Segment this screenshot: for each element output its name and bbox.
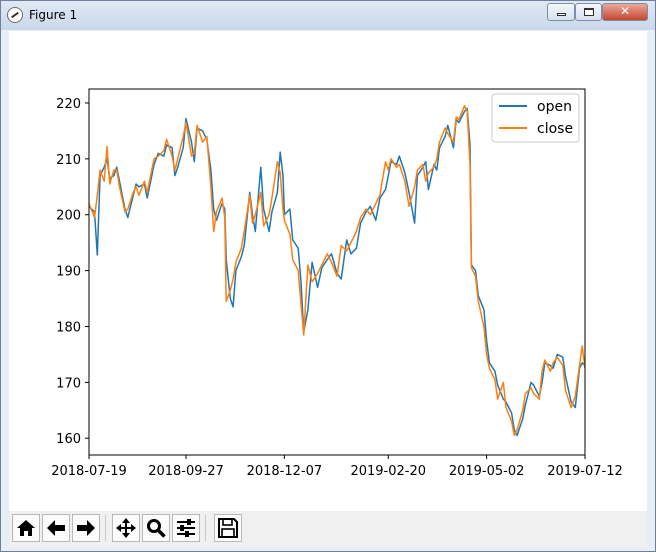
x-tick-label: 2018-12-07 — [247, 464, 323, 479]
legend-open-label: open — [537, 99, 572, 115]
title-bar[interactable]: Figure 1 — [1, 1, 655, 30]
legend-close-label: close — [537, 121, 573, 137]
x-tick-label: 2019-07-12 — [547, 464, 623, 479]
home-button[interactable] — [12, 514, 40, 542]
toolbar-separator — [105, 515, 106, 541]
x-tick-label: 2019-05-02 — [449, 464, 525, 479]
save-button[interactable] — [214, 514, 242, 542]
arrow-left-icon — [47, 520, 65, 536]
x-tick-label: 2019-02-20 — [350, 464, 426, 479]
y-tick-label: 180 — [56, 320, 81, 335]
minimize-button[interactable] — [547, 3, 575, 21]
y-tick-label: 190 — [56, 265, 81, 280]
floppy-disk-icon — [218, 518, 238, 538]
x-axis: 2018-07-19 2018-09-27 2018-12-07 2019-02-20… — [51, 455, 623, 479]
sliders-icon — [177, 519, 195, 537]
series-line-open — [88, 107, 586, 437]
magnifier-icon — [147, 519, 166, 538]
arrow-right-icon — [77, 520, 95, 536]
move-icon — [116, 518, 136, 538]
x-tick-label: 2018-09-27 — [148, 464, 224, 479]
close-button[interactable] — [602, 3, 648, 21]
navigation-toolbar — [9, 511, 647, 547]
y-tick-label: 220 — [56, 97, 81, 112]
toolbar-separator — [205, 515, 206, 541]
home-icon — [17, 520, 35, 536]
y-tick-label: 210 — [56, 153, 81, 168]
y-axis: 160 170 180 190 200 210 220 — [56, 97, 89, 447]
y-tick-label: 160 — [56, 432, 81, 447]
figure-canvas[interactable]: 160 170 180 190 200 210 220 2018-07-19 2018-09-… — [9, 31, 647, 511]
line-chart: 160 170 180 190 200 210 220 2018-07-19 2018-09-… — [51, 88, 623, 479]
pan-button[interactable] — [112, 514, 140, 542]
plot-lines — [88, 105, 586, 437]
y-tick-label: 200 — [56, 209, 81, 224]
matplotlib-app-icon — [7, 7, 23, 23]
window-title: Figure 1 — [29, 8, 78, 22]
maximize-button[interactable] — [575, 3, 602, 21]
configure-subplots-button[interactable] — [172, 514, 200, 542]
forward-button[interactable] — [72, 514, 100, 542]
back-button[interactable] — [42, 514, 70, 542]
y-tick-label: 170 — [56, 376, 81, 391]
series-line-close — [88, 105, 586, 437]
x-tick-label: 2018-07-19 — [51, 464, 127, 479]
axes-frame — [88, 88, 586, 456]
zoom-button[interactable] — [142, 514, 170, 542]
legend: open close — [491, 93, 580, 143]
